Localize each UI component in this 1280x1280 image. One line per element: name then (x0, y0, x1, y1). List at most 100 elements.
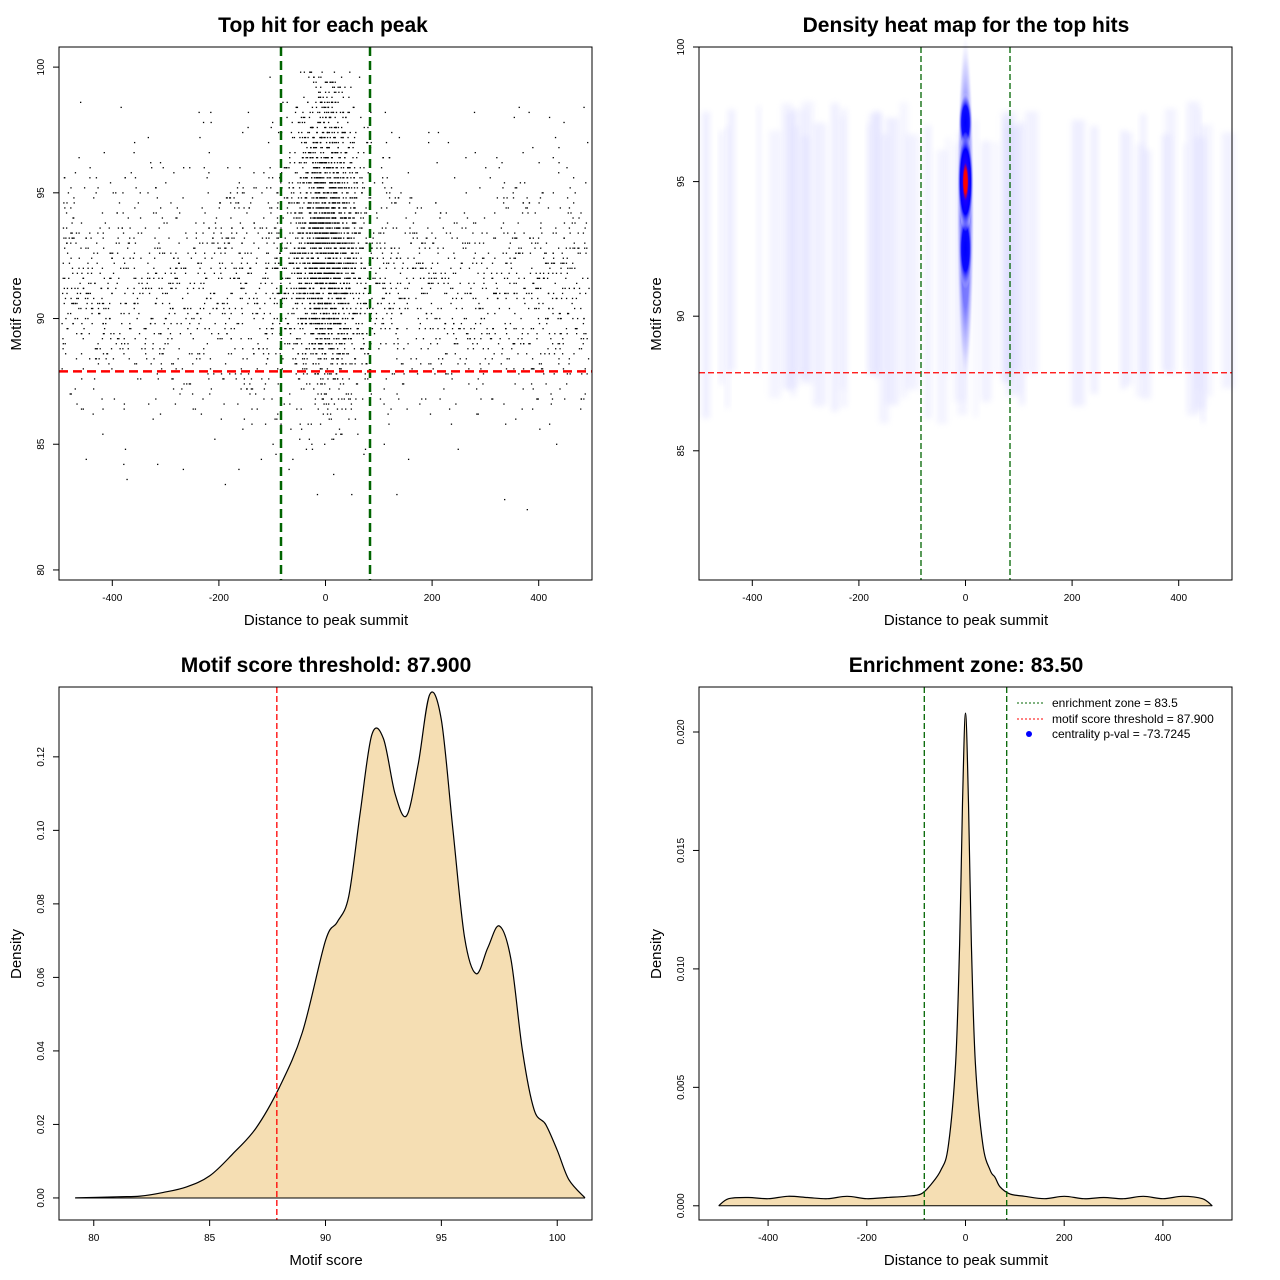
scatter-point (348, 287, 350, 290)
scatter-point (233, 267, 235, 269)
scatter-point (271, 177, 274, 179)
scatter-point (332, 192, 335, 194)
scatter-point (298, 242, 301, 244)
scatter-point (318, 121, 320, 124)
y-tick-label: 0.015 (676, 838, 687, 863)
scatter-point (420, 292, 423, 295)
scatter-point (327, 167, 329, 169)
scatter-point (572, 262, 574, 264)
scatter-point (353, 272, 355, 274)
scatter-point (332, 262, 334, 264)
scatter-point (331, 262, 333, 264)
scatter-point (385, 267, 388, 269)
scatter-point (325, 217, 327, 219)
scatter-point (300, 388, 303, 390)
scatter-point (314, 222, 317, 224)
scatter-point (519, 182, 522, 184)
scatter-point (497, 343, 500, 345)
scatter-point (355, 262, 357, 264)
scatter-point (367, 277, 369, 280)
scatter-point (318, 212, 321, 214)
scatter-point (534, 307, 536, 310)
scatter-point (106, 353, 109, 355)
scatter-point (558, 312, 561, 315)
scatter-point (286, 207, 289, 209)
scatter-point (330, 111, 332, 114)
scatter-point (329, 348, 332, 350)
scatter-point (365, 302, 367, 305)
scatter-point (265, 272, 267, 274)
scatter-point (315, 227, 317, 229)
scatter-point (315, 327, 317, 330)
scatter-point (358, 322, 360, 325)
scatter-point (327, 297, 330, 300)
scatter-point (335, 187, 337, 189)
scatter-point (280, 227, 282, 229)
scatter-point (333, 473, 335, 476)
scatter-point (150, 363, 152, 365)
scatter-point (82, 338, 84, 340)
scatter-point (345, 217, 347, 219)
scatter-point (527, 333, 529, 335)
scatter-point (349, 242, 351, 244)
scatter-point (349, 327, 352, 330)
scatter-point (93, 378, 96, 380)
scatter-point (301, 237, 303, 239)
scatter-point (340, 327, 342, 330)
scatter-point (224, 322, 227, 325)
scatter-point (540, 247, 542, 249)
scatter-point (307, 101, 309, 104)
scatter-point (362, 398, 364, 400)
scatter-point (337, 182, 340, 184)
scatter-point (85, 247, 87, 249)
scatter-point (309, 182, 311, 184)
scatter-point (324, 252, 327, 254)
scatter-point (437, 358, 440, 360)
scatter-point (174, 403, 177, 405)
scatter-point (386, 207, 388, 209)
scatter-point (337, 141, 339, 144)
scatter-point (337, 267, 340, 269)
scatter-point (80, 247, 82, 249)
scatter-point (208, 172, 210, 174)
y-tick-label: 0.12 (36, 747, 47, 767)
reference-lines (699, 47, 1232, 580)
scatter-point (303, 358, 306, 360)
scatter-point (515, 252, 517, 254)
scatter-point (138, 333, 141, 335)
scatter-point (253, 187, 255, 189)
scatter-point (109, 277, 111, 280)
scatter-point (283, 292, 285, 295)
scatter-point (182, 468, 185, 471)
scatter-point (334, 252, 337, 254)
scatter-point (319, 182, 322, 184)
scatter-point (315, 252, 317, 254)
scatter-point (118, 242, 120, 244)
scatter-point (283, 297, 286, 300)
scatter-point (241, 257, 243, 259)
scatter-point (221, 338, 223, 340)
scatter-point (312, 242, 314, 244)
scatter-point (103, 277, 105, 280)
scatter-point (348, 418, 350, 420)
scatter-point (567, 267, 569, 269)
scatter-point (452, 297, 454, 300)
scatter-point (307, 136, 309, 139)
scatter-point (112, 252, 114, 254)
scatter-point (359, 277, 362, 280)
scatter-point (227, 242, 229, 244)
scatter-point (316, 167, 318, 169)
scatter-point (310, 202, 312, 204)
reference-lines (923, 687, 1008, 1220)
scatter-point (292, 262, 294, 264)
scatter-point (120, 106, 122, 109)
scatter-point (509, 322, 512, 325)
scatter-point (302, 167, 304, 169)
scatter-point (336, 162, 339, 164)
scatter-point (324, 302, 326, 305)
scatter-point (425, 267, 427, 269)
scatter-point (316, 327, 318, 330)
scatter-point (308, 212, 311, 214)
scatter-point (559, 317, 562, 320)
